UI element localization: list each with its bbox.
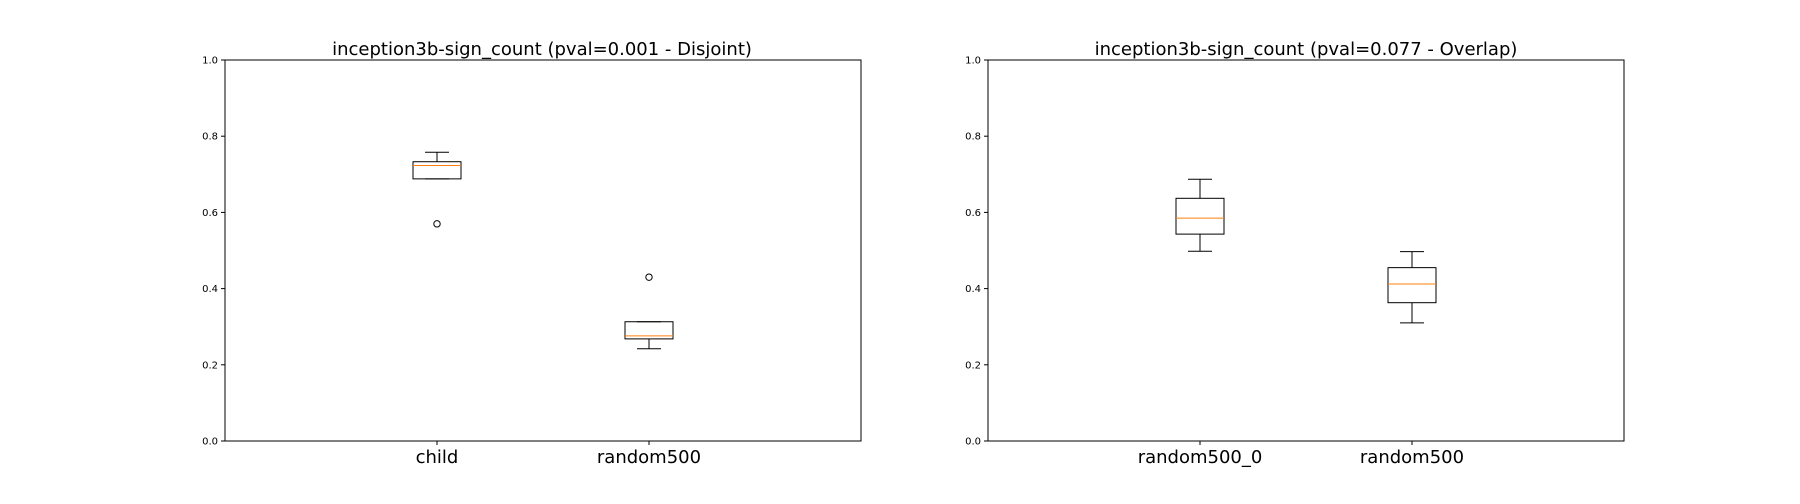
chart-right: inception3b-sign_count (pval=0.077 - Ove… (965, 39, 1625, 469)
chart-left: inception3b-sign_count (pval=0.001 - Dis… (202, 39, 862, 469)
box-body (412, 161, 462, 180)
x-tick-label: random500 (1360, 447, 1464, 468)
y-tick-label: 0.4 (202, 284, 218, 295)
y-tick-label: 1.0 (965, 56, 981, 67)
plot-area-right: 0.0 0.2 0.4 0.6 0.8 1.0 random500_0 random500 (965, 56, 1464, 469)
chart-title-right: inception3b-sign_count (pval=0.077 - Ove… (1095, 39, 1518, 60)
y-tick-label: 0.0 (965, 437, 981, 448)
outlier-point (433, 220, 441, 228)
axes-frame-left (224, 59, 862, 442)
y-tick-label: 0.2 (965, 360, 981, 371)
x-tick-label: random500_0 (1138, 447, 1263, 468)
box-random500 (624, 273, 674, 350)
y-tick-label: 0.0 (202, 437, 218, 448)
axes-frame-right (987, 59, 1625, 442)
outlier-point (645, 273, 653, 281)
box-random500 (1387, 251, 1437, 324)
y-tick-label: 0.6 (202, 208, 218, 219)
box-body (1175, 197, 1225, 235)
y-tick-label: 0.6 (965, 208, 981, 219)
y-tick-label: 0.4 (965, 284, 981, 295)
box-body (624, 321, 674, 340)
y-tick-label: 0.2 (202, 360, 218, 371)
y-tick-label: 0.8 (965, 132, 981, 143)
x-tick-label: random500 (597, 447, 701, 468)
chart-title-left: inception3b-sign_count (pval=0.001 - Dis… (332, 39, 752, 60)
box-child (412, 151, 462, 228)
box-random500-0 (1175, 178, 1225, 252)
plot-area-left: 0.0 0.2 0.4 0.6 0.8 1.0 child random500 (202, 56, 701, 469)
y-tick-label: 0.8 (202, 132, 218, 143)
x-tick-label: child (416, 447, 459, 468)
box-body (1387, 267, 1437, 304)
y-tick-label: 1.0 (202, 56, 218, 67)
